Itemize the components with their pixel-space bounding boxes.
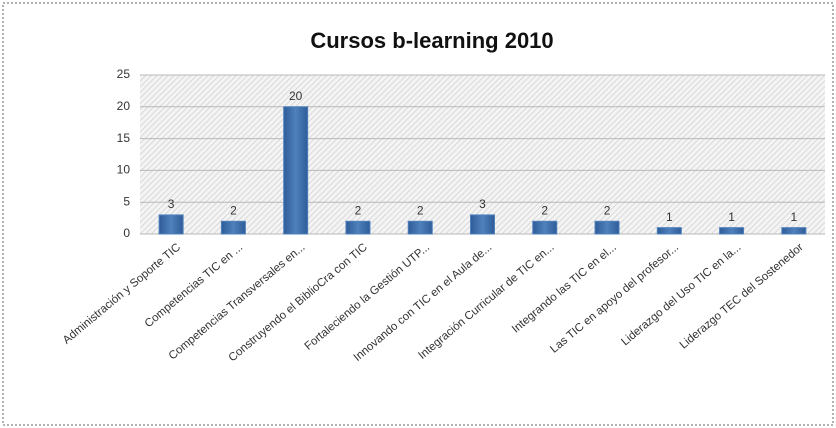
y-tick-label: 25 — [117, 67, 131, 81]
chart-title: Cursos b-learning 2010 — [310, 28, 553, 53]
data-label: 2 — [230, 203, 237, 217]
data-label: 2 — [604, 203, 611, 217]
data-label: 3 — [168, 197, 175, 211]
bar — [158, 214, 184, 235]
bar — [470, 214, 495, 235]
bar — [532, 220, 558, 235]
bar — [283, 106, 309, 235]
y-tick-label: 10 — [117, 163, 131, 177]
y-tick-label: 0 — [123, 226, 130, 240]
bar — [719, 227, 745, 235]
y-tick-label: 20 — [117, 99, 131, 113]
y-tick-label: 15 — [117, 131, 131, 145]
bar — [220, 220, 246, 235]
y-tick-label: 5 — [123, 194, 130, 208]
data-label: 2 — [355, 203, 362, 217]
bar — [656, 227, 682, 235]
data-label: 3 — [479, 197, 486, 211]
data-label: 20 — [289, 89, 303, 103]
bar — [594, 220, 620, 235]
data-label: 1 — [666, 210, 673, 224]
data-label: 2 — [417, 203, 424, 217]
data-label: 1 — [728, 210, 735, 224]
bar — [345, 220, 371, 235]
bar — [781, 227, 807, 235]
data-label: 1 — [791, 210, 798, 224]
plot-area — [140, 75, 825, 234]
bar — [407, 220, 433, 235]
data-label: 2 — [541, 203, 548, 217]
